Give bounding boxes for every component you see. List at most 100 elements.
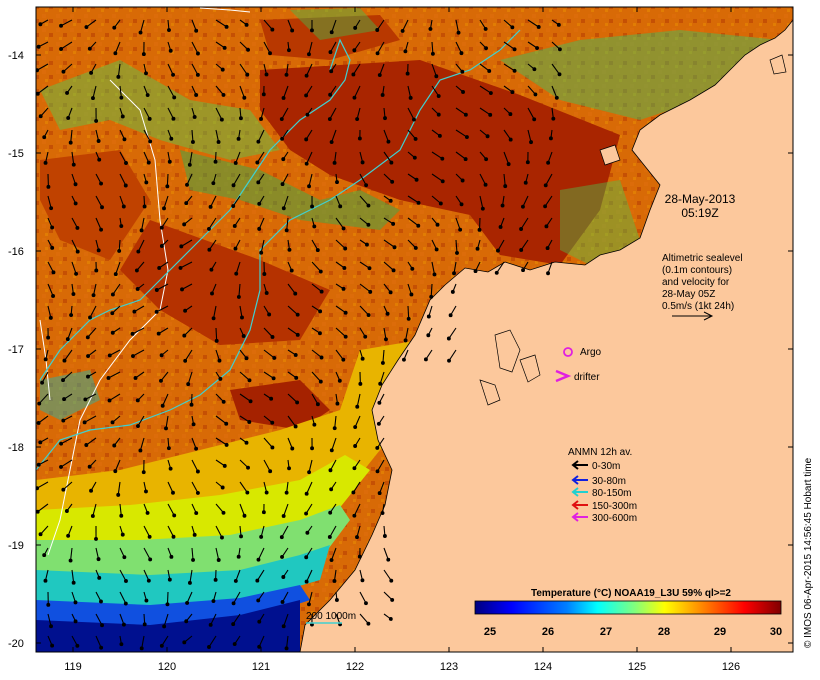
- legend-item: 30-80m: [571, 475, 626, 487]
- anmn-legend: ANMN 12h av. 0-30m 30-80m 80-150m 150-30…: [568, 447, 637, 524]
- velocity-arrow-head: [69, 313, 74, 317]
- velocity-arrow-head: [319, 289, 324, 294]
- velocity-arrow: [383, 547, 389, 560]
- velocity-arrow: [239, 85, 245, 98]
- velocity-arrow: [213, 305, 217, 319]
- velocity-arrow-head: [122, 137, 127, 142]
- velocity-arrow: [407, 305, 410, 319]
- velocity-arrow-head: [459, 202, 464, 207]
- velocity-arrow-head: [409, 292, 414, 297]
- velocity-arrow-head: [216, 140, 221, 144]
- velocity-arrow-head: [194, 446, 199, 451]
- info-line: 0.5m/s (1kt 24h): [662, 301, 734, 312]
- velocity-arrow: [89, 305, 97, 318]
- axis-ticks: [36, 7, 793, 652]
- plot-area: [36, 7, 793, 652]
- bathymetry-200m: [36, 29, 521, 471]
- velocity-arrow-head: [145, 510, 150, 515]
- velocity-arrow-head: [503, 184, 508, 189]
- velocity-arrow-head: [113, 469, 118, 474]
- velocity-arrow-head: [546, 160, 551, 165]
- lat-labels: -14 -15 -16 -17 -18 -19 -20: [8, 50, 24, 650]
- argo-label: Argo: [580, 347, 602, 358]
- velocity-arrow: [287, 283, 296, 294]
- velocity-arrow-head: [488, 112, 493, 117]
- velocity-arrow-head: [99, 599, 103, 604]
- velocity-arrow-head: [186, 382, 191, 387]
- velocity-arrow-head: [100, 623, 104, 628]
- velocity-arrow: [407, 85, 412, 99]
- velocity-arrow: [448, 349, 457, 361]
- velocity-arrow: [95, 217, 102, 230]
- colorbar-ticks: 25 26 27 28 29 30: [484, 626, 782, 638]
- velocity-arrow-head: [485, 134, 490, 139]
- velocity-arrow: [405, 327, 409, 341]
- velocity-arrow: [165, 415, 169, 429]
- velocity-arrow: [308, 459, 313, 473]
- velocity-arrow-head: [257, 619, 262, 624]
- velocity-arrow: [383, 569, 392, 581]
- velocity-arrow-head: [208, 622, 213, 627]
- velocity-arrow-head: [133, 376, 138, 380]
- scale-arrow: [672, 311, 714, 321]
- velocity-arrow-head: [99, 645, 104, 650]
- bathymetry-1000m: [39, 38, 351, 381]
- velocity-arrow: [208, 217, 217, 230]
- velocity-arrow-head: [366, 621, 371, 626]
- velocity-arrow: [38, 393, 49, 404]
- velocity-arrow-head: [304, 555, 309, 560]
- velocity-arrow-head: [536, 25, 541, 29]
- velocity-arrow: [263, 19, 273, 30]
- velocity-arrow: [235, 261, 241, 274]
- colorbar-title: Temperature (°C) NOAA19_L3U 59% ql>=2: [531, 588, 731, 599]
- velocity-arrow-head: [262, 272, 267, 276]
- velocity-arrow-head: [473, 269, 478, 274]
- velocity-arrow: [189, 569, 193, 583]
- velocity-arrow: [70, 547, 73, 561]
- velocity-arrow-head: [521, 268, 525, 273]
- velocity-arrow-head: [123, 183, 128, 188]
- velocity-arrow-head: [83, 397, 88, 402]
- velocity-arrow-head: [61, 487, 66, 492]
- velocity-arrow-head: [195, 490, 200, 495]
- velocity-arrow-head: [43, 578, 48, 583]
- velocity-arrow: [115, 261, 121, 275]
- velocity-arrow: [215, 547, 220, 561]
- lon-label: 123: [440, 661, 458, 673]
- velocity-arrow-head: [357, 136, 362, 141]
- velocity-arrow-head: [343, 334, 348, 339]
- velocity-arrow-head: [488, 91, 493, 96]
- velocity-arrow-head: [42, 135, 47, 140]
- velocity-arrow-head: [119, 95, 124, 100]
- velocity-arrow: [119, 503, 122, 516]
- velocity-arrow-head: [264, 290, 269, 295]
- velocity-arrow-head: [231, 622, 236, 627]
- velocity-arrow: [156, 283, 169, 291]
- velocity-arrow-head: [377, 491, 382, 496]
- velocity-arrow-head: [272, 355, 277, 360]
- velocity-arrow: [308, 41, 313, 55]
- velocity-arrow: [191, 41, 199, 54]
- velocity-arrow-head: [38, 440, 43, 445]
- velocity-arrow: [143, 129, 151, 142]
- velocity-arrow-head: [434, 74, 439, 79]
- velocity-arrow-head: [315, 402, 320, 407]
- velocity-arrow-head: [190, 140, 195, 144]
- velocity-arrow-head: [65, 337, 70, 342]
- velocity-arrow-head: [61, 418, 66, 423]
- velocity-arrow-head: [136, 249, 141, 254]
- velocity-arrow: [256, 569, 265, 581]
- velocity-arrow: [479, 85, 492, 94]
- velocity-arrow-head: [487, 68, 492, 73]
- lon-label: 122: [346, 661, 364, 673]
- velocity-arrow-head: [124, 579, 128, 583]
- velocity-arrow-head: [557, 72, 562, 77]
- velocity-arrow-head: [241, 333, 246, 338]
- velocity-arrow-head: [232, 642, 237, 647]
- velocity-arrow-head: [357, 554, 362, 559]
- lon-label: 124: [534, 661, 552, 673]
- velocity-arrow-head: [195, 469, 200, 474]
- sealevel-contour-3: [199, 7, 251, 13]
- velocity-arrow-head: [40, 380, 45, 385]
- colorbar: Temperature (°C) NOAA19_L3U 59% ql>=2 25…: [474, 588, 782, 638]
